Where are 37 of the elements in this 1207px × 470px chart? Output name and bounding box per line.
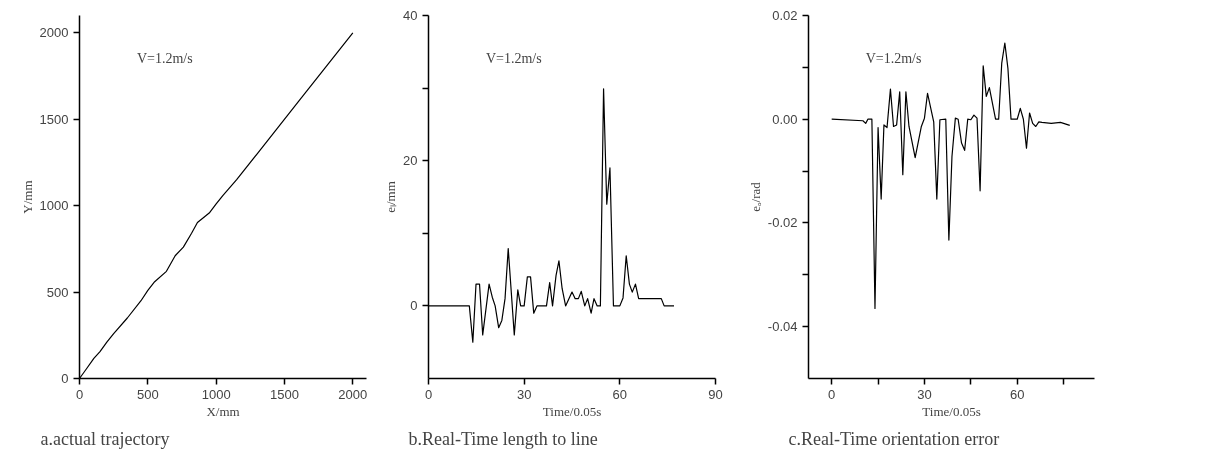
x-tick-label: 500 (136, 386, 159, 402)
x-tick-label: 1000 (201, 386, 231, 402)
x-tick-label: 1500 (270, 386, 299, 402)
annotation: V=1.2m/s (485, 50, 542, 66)
line-series (831, 42, 1071, 310)
y-tick-label: -0.04 (767, 319, 798, 335)
x-tick-label: 0 (424, 386, 433, 402)
annotation: V=1.2m/s (136, 50, 193, 66)
x-tick-label: 30 (917, 386, 932, 402)
y-tick-label: 0 (61, 371, 69, 386)
x-tick-label: 30 (516, 386, 532, 402)
x-tick-label: 90 (708, 386, 723, 402)
annotation: V=1.2m/s (865, 50, 922, 66)
y-axis-title: eₐ/rad (747, 181, 763, 212)
y-tick-label: 20 (403, 153, 418, 169)
text: c.Real-Time orientation error (788, 428, 1000, 449)
x-axis-title: X/mm (206, 403, 240, 419)
x-axis-title: Time/0.05s (542, 403, 602, 419)
y-axis-title: eₗ/mm (383, 181, 399, 213)
x-tick-label: 0 (75, 386, 84, 402)
text: a.actual trajectory (40, 428, 170, 449)
y-tick-label: 2000 (39, 25, 69, 41)
y-axis-title: Y/mm (19, 180, 35, 214)
y-tick-label: 500 (46, 284, 69, 300)
y-tick-label: 0.02 (772, 8, 798, 23)
y-tick-label: 40 (403, 8, 418, 23)
x-tick-label: 2000 (338, 386, 368, 402)
y-tick-label: 1000 (39, 198, 69, 214)
x-axis-title: Time/0.05s (922, 403, 981, 419)
y-tick-label: -0.02 (767, 215, 798, 231)
text: b.Real-Time length to line (408, 428, 598, 449)
y-tick-label: 0 (410, 298, 418, 314)
y-tick-label: 1500 (39, 111, 69, 127)
x-tick-label: 0 (828, 386, 836, 402)
y-tick-label: 0.00 (772, 111, 798, 127)
x-tick-label: 60 (612, 386, 628, 402)
x-tick-label: 60 (1009, 386, 1025, 402)
